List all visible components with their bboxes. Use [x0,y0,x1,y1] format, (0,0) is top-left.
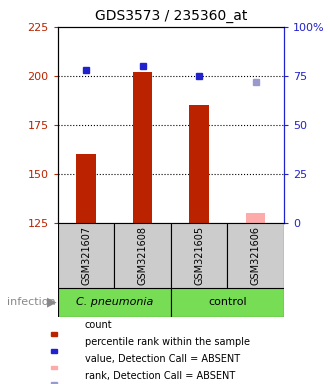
Bar [227,223,284,288]
Bar [58,288,171,317]
Title: GDS3573 / 235360_at: GDS3573 / 235360_at [95,9,247,23]
Bar [51,349,57,353]
Bar [189,105,209,223]
Text: percentile rank within the sample: percentile rank within the sample [84,337,249,347]
Text: rank, Detection Call = ABSENT: rank, Detection Call = ABSENT [84,371,235,381]
Bar [58,223,114,288]
Text: GSM321608: GSM321608 [138,226,148,285]
Bar [133,72,152,223]
Text: ▶: ▶ [47,296,57,309]
Text: GSM321605: GSM321605 [194,226,204,285]
Bar [114,223,171,288]
Text: control: control [208,297,247,308]
Text: value, Detection Call = ABSENT: value, Detection Call = ABSENT [84,354,240,364]
Bar [51,332,57,336]
Text: infection: infection [7,297,55,308]
Text: count: count [84,320,112,330]
Bar [51,382,57,384]
Text: GSM321606: GSM321606 [250,226,261,285]
Bar [76,154,96,223]
Text: GSM321607: GSM321607 [81,226,91,285]
Bar [51,366,57,369]
Bar [171,288,284,317]
Bar [246,213,265,223]
Text: C. pneumonia: C. pneumonia [76,297,153,308]
Bar [171,223,227,288]
